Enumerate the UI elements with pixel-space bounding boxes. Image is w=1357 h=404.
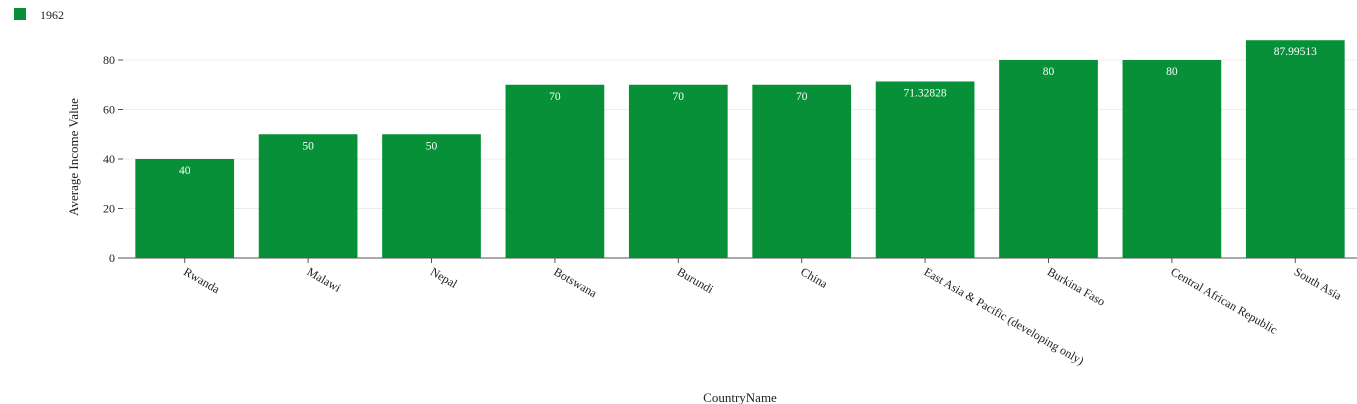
x-tick-label: Central African Republic [1168,264,1279,336]
legend-label: 1962 [40,8,64,22]
bar-value-label: 71.32828 [904,87,947,99]
bar[interactable] [752,84,852,258]
bar-value-label: 40 [179,165,191,177]
x-tick-label: China [798,264,830,291]
bar-value-label: 50 [426,140,438,152]
bar[interactable] [628,84,728,258]
bar[interactable] [1245,40,1345,258]
bar[interactable] [258,134,358,258]
y-tick-label: 20 [103,202,115,216]
bar-value-label: 50 [302,140,314,152]
bar-value-label: 80 [1043,66,1055,78]
bar[interactable] [135,159,235,258]
x-tick-label: Rwanda [181,264,223,296]
x-tick-label: Burkina Faso [1045,264,1108,308]
y-axis-title: Average Income Value [66,98,81,216]
y-tick-label: 40 [103,152,115,166]
bar-value-label: 70 [796,91,808,103]
x-tick-label: Botswana [551,264,600,300]
x-tick-label: Burundi [675,264,717,296]
bar-value-label: 87.99513 [1274,46,1317,58]
bar-value-label: 70 [549,91,561,103]
legend-swatch [14,8,26,20]
x-tick-label: South Asia [1292,264,1345,303]
legend: 1962 [14,8,64,22]
y-axis-ticks: 0 20 40 60 80 [103,53,123,265]
bar[interactable] [505,84,605,258]
y-tick-label: 80 [103,53,115,67]
x-axis-title: CountryName [703,390,777,404]
y-tick-label: 0 [109,251,115,265]
x-tick-label: Nepal [428,264,460,291]
bar-value-label: 80 [1166,66,1178,78]
x-axis-ticks: Rwanda Malawi Nepal Botswana Burundi China Eas… [181,258,1345,368]
bar[interactable] [1122,60,1222,258]
bar[interactable] [999,60,1098,258]
x-tick-label: Malawi [305,264,344,295]
bars: 40 50 50 70 70 70 71.32828 80 80 87.99513 [135,40,1345,258]
bar[interactable] [875,81,975,258]
bar-value-label: 70 [673,91,685,103]
y-tick-label: 60 [103,103,115,117]
bar[interactable] [382,134,481,258]
